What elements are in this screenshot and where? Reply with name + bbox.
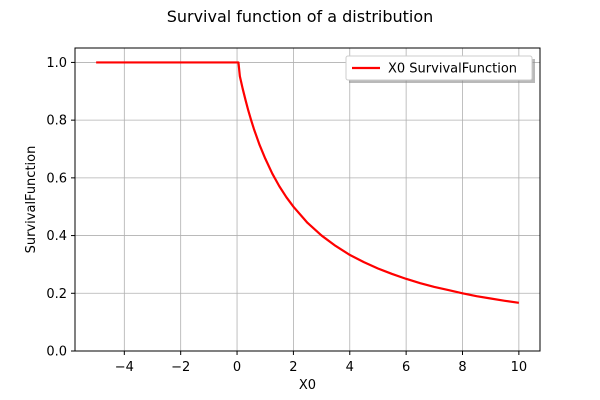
y-tick-label: 0.4 <box>46 229 67 244</box>
x-tick-label: 2 <box>289 360 297 375</box>
legend-label: X0 SurvivalFunction <box>388 62 517 77</box>
y-tick-label: 0.2 <box>46 287 67 302</box>
plot-area-frame <box>74 47 541 352</box>
x-tick-label: 6 <box>402 360 410 375</box>
series-lines <box>96 61 520 304</box>
x-tick-label: 0 <box>233 360 241 375</box>
y-tick-label: 0.8 <box>46 114 67 129</box>
y-axis-label: SurvivalFunction <box>24 146 39 254</box>
y-tick-label: 0.6 <box>46 171 67 186</box>
grid-lines <box>75 48 540 352</box>
axis-ticks: −4 −2 0 2 4 6 8 10 0.0 0.2 0.4 0.6 0.8 1.0 <box>46 56 527 375</box>
x-tick-label: −4 <box>115 360 134 375</box>
y-tick-label: 0.0 <box>46 345 67 360</box>
x-tick-label: 10 <box>511 360 528 375</box>
legend: X0 SurvivalFunction <box>345 55 535 83</box>
series-line <box>96 61 520 304</box>
x-tick-label: 4 <box>346 360 354 375</box>
x-axis-label: X0 <box>299 378 316 393</box>
legend-box <box>345 55 533 81</box>
chart-title: Survival function of a distribution <box>167 7 434 26</box>
x-tick-label: 8 <box>458 360 466 375</box>
y-tick-label: 1.0 <box>46 56 67 71</box>
x-tick-label: −2 <box>171 360 190 375</box>
